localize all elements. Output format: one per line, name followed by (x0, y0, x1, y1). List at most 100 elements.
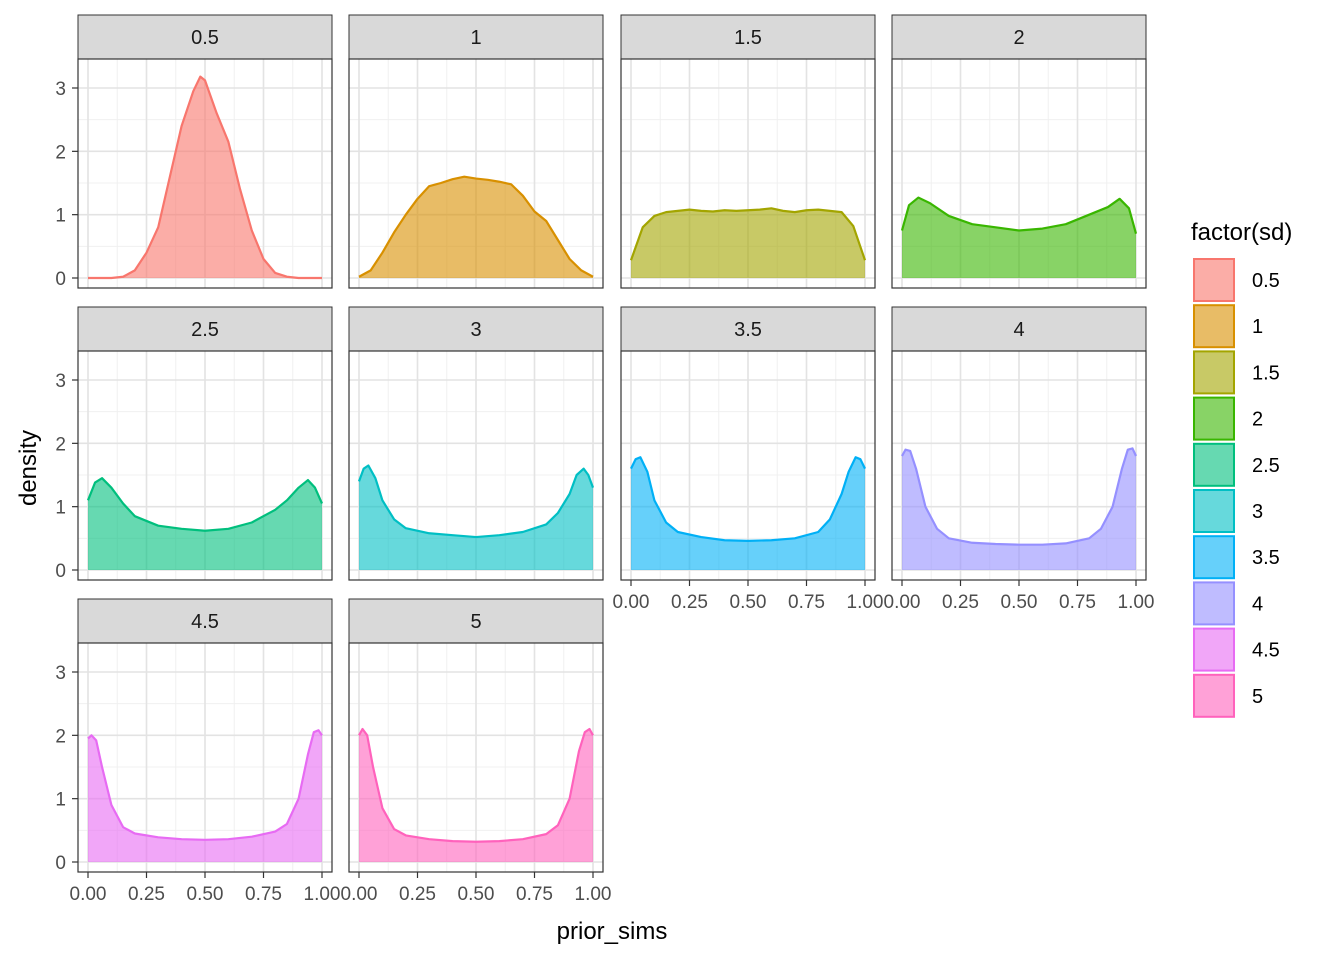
legend-key-swatch (1193, 535, 1235, 580)
density-line-2.5 (86, 477, 324, 532)
y-tick-label: 0 (55, 853, 66, 874)
x-tick-label: 1.00 (575, 884, 612, 905)
facet-strip-label: 5 (470, 611, 481, 633)
legend-key-swatch (1193, 442, 1235, 487)
legend-item-1: 1 (1193, 304, 1263, 349)
y-tick-label: 0 (55, 269, 66, 290)
x-tick-label: 0.50 (458, 884, 495, 905)
x-tick-label: 0.75 (1059, 592, 1096, 613)
density-line-2 (900, 196, 1138, 234)
y-tick-label: 1 (55, 206, 66, 227)
legend-label: 1 (1252, 316, 1263, 338)
x-tick-label: 0.00 (70, 884, 107, 905)
x-tick-label: 0.75 (788, 592, 825, 613)
legend-item-4.5: 4.5 (1193, 627, 1280, 672)
panel-border (620, 58, 876, 289)
y-tick-label: 2 (55, 726, 66, 747)
density-line-3 (357, 464, 595, 539)
x-tick-label: 0.25 (671, 592, 708, 613)
y-tick-label: 3 (55, 663, 66, 684)
legend-label: 4.5 (1252, 640, 1280, 662)
x-tick-label: 0.25 (399, 884, 436, 905)
density-line-4.5 (87, 729, 323, 841)
density-line-3.5 (630, 456, 866, 542)
x-tick-label: 0.00 (884, 592, 921, 613)
legend-item-1.5: 1.5 (1193, 350, 1280, 395)
density-area-3.5 (631, 457, 865, 570)
density-area-5 (359, 729, 593, 862)
facet-strip-label: 1.5 (734, 27, 762, 49)
facet-panel-4: 4 0.00 0.25 0.50 0.75 1.00 (884, 306, 1155, 613)
legend-key-swatch (1193, 396, 1235, 441)
x-tick-label: 0.00 (341, 884, 378, 905)
facet-strip (348, 306, 604, 352)
y-tick-label: 3 (55, 79, 66, 100)
x-tick-label: 0.50 (730, 592, 767, 613)
density-line-4 (901, 447, 1137, 546)
legend-label: 3.5 (1252, 547, 1280, 569)
facet-panel-3: 3 (348, 306, 604, 581)
legend-key-swatch (1193, 304, 1235, 349)
legend-item-0.5: 0.5 (1193, 258, 1280, 302)
legend-key-swatch (1193, 489, 1235, 533)
x-tick-label: 0.00 (613, 592, 650, 613)
facet-strip-label: 4 (1013, 319, 1024, 341)
x-tick-label: 0.25 (942, 592, 979, 613)
legend-key-swatch (1193, 627, 1235, 672)
legend-item-4: 4 (1193, 581, 1263, 626)
legend-label: 4 (1252, 593, 1263, 615)
legend-item-5: 5 (1193, 673, 1263, 718)
facet-strip (77, 598, 333, 644)
x-tick-label: 0.75 (516, 884, 553, 905)
density-line-5 (358, 727, 594, 843)
y-tick-label: 0 (55, 561, 66, 582)
y-tick-label: 2 (55, 434, 66, 455)
facet-panel-2.5: 2.5 0 1 2 3 (55, 306, 333, 582)
density-line-0.5 (88, 75, 322, 280)
y-tick-label: 1 (55, 790, 66, 811)
x-tick-label: 0.50 (1001, 592, 1038, 613)
density-area-4.5 (88, 730, 322, 862)
legend-title: factor(sd) (1191, 219, 1292, 246)
facet-strip-label: 3.5 (734, 319, 762, 341)
legend-key-swatch (1193, 581, 1235, 626)
density-line-1.5 (629, 207, 867, 261)
x-tick-label: 0.25 (128, 884, 165, 905)
facet-panel-5: 5 0.00 0.25 0.50 0.75 1.00 (341, 598, 612, 905)
facet-strip (77, 306, 333, 352)
density-area-1.5 (631, 208, 865, 278)
legend-label: 0.5 (1252, 270, 1280, 292)
legend-label: 1.5 (1252, 362, 1280, 384)
legend-label: 3 (1252, 501, 1263, 523)
legend-key-swatch (1193, 258, 1235, 302)
x-tick-label: 1.00 (1118, 592, 1155, 613)
density-area-2.5 (88, 478, 322, 570)
facet-strip (891, 14, 1147, 60)
x-axis-title: prior_sims (557, 918, 668, 945)
panel-border (77, 58, 333, 289)
facet-strip (620, 14, 876, 60)
legend-item-2.5: 2.5 (1193, 442, 1280, 487)
facet-strip (348, 14, 604, 60)
facet-panel-1.5: 1.5 (620, 14, 876, 289)
facet-strip-label: 2 (1013, 27, 1024, 49)
legend: factor(sd) 0.5 1 1.5 2 2.5 3 3.5 4 4.5 5 (1191, 219, 1292, 718)
legend-key-swatch (1193, 350, 1235, 395)
legend-label: 2.5 (1252, 455, 1280, 477)
facet-panel-2: 2 (891, 14, 1147, 289)
x-tick-label: 1.00 (847, 592, 884, 613)
panel-border (77, 350, 333, 581)
facet-strip-label: 3 (470, 319, 481, 341)
panel-border (348, 350, 604, 581)
legend-label: 2 (1252, 409, 1263, 431)
legend-item-3.5: 3.5 (1193, 535, 1280, 580)
facet-panel-1: 1 (348, 14, 604, 289)
density-line-1 (358, 175, 594, 278)
panel-border (348, 58, 604, 289)
panel-border (891, 58, 1147, 289)
facet-strip (620, 306, 876, 352)
y-axis-title: density (15, 430, 42, 506)
density-area-2 (902, 197, 1136, 278)
